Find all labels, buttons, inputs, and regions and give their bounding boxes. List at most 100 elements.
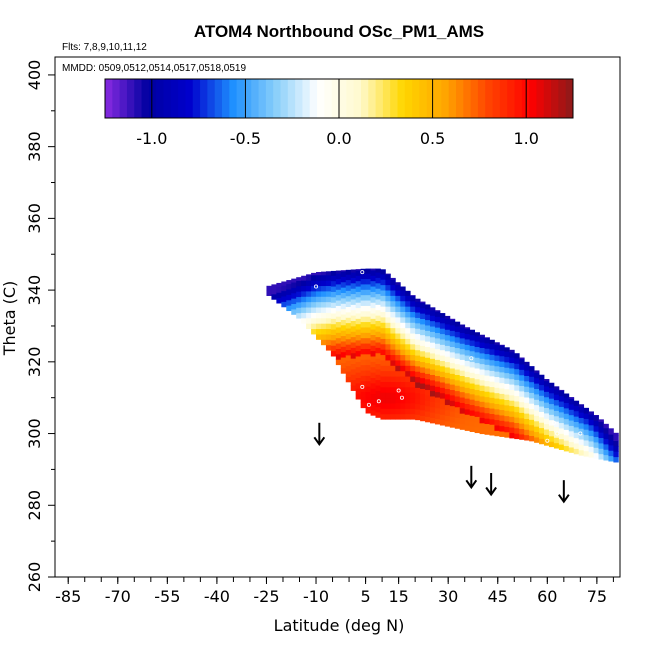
heatmap-cell (410, 392, 416, 399)
heatmap-cell (370, 356, 376, 362)
heatmap-cell (425, 341, 431, 347)
heatmap-cell (385, 360, 391, 366)
heatmap-cell (340, 292, 347, 299)
heatmap-cell (434, 316, 441, 323)
heatmap-cell (449, 373, 456, 380)
heatmap-cell (499, 377, 505, 384)
heatmap-cell (434, 321, 441, 328)
heatmap-cell (365, 284, 371, 290)
heatmap-cell (380, 403, 386, 409)
heatmap-cell (593, 442, 599, 448)
heatmap-cell (449, 378, 456, 385)
heatmap-cell (568, 414, 575, 421)
x-tick-label: 45 (488, 587, 508, 606)
heatmap-cell (464, 339, 471, 345)
heatmap-cell (449, 318, 456, 321)
heatmap-cell (415, 403, 421, 410)
colorbar-bin (134, 79, 143, 118)
heatmap-cell (370, 270, 376, 276)
heatmap-cell (296, 277, 302, 281)
heatmap-cell (553, 437, 560, 444)
heatmap-cell (410, 370, 416, 377)
heatmap-cell (454, 390, 461, 397)
heatmap-cell (415, 333, 421, 340)
heatmap-cell (430, 326, 436, 332)
heatmap-cell (335, 337, 342, 344)
heatmap-cell (420, 329, 426, 336)
heatmap-cell (286, 280, 292, 285)
heatmap-cell (489, 402, 495, 409)
heatmap-cell (519, 428, 525, 435)
heatmap-cell (420, 361, 426, 368)
heatmap-cell (296, 280, 302, 287)
heatmap-cell (464, 360, 471, 367)
heatmap-cell (375, 304, 381, 311)
heatmap-cell (385, 273, 391, 275)
heatmap-cell (370, 388, 376, 395)
heatmap-cell (296, 312, 302, 319)
heatmap-cell (583, 445, 590, 452)
heatmap-cell (578, 412, 585, 418)
heatmap-cell (529, 424, 535, 431)
heatmap-cell (459, 364, 466, 371)
heatmap-cell (613, 440, 619, 447)
heatmap-cell (489, 375, 495, 382)
heatmap-cell (345, 269, 352, 275)
heatmap-cell (355, 356, 362, 362)
heatmap-cell (474, 389, 480, 396)
colorbar-bin (565, 79, 574, 118)
heatmap-cell (494, 414, 500, 421)
heatmap-cell (405, 413, 411, 420)
heatmap-cell (434, 364, 441, 371)
heatmap-cell (415, 355, 421, 361)
heatmap-cell (405, 365, 411, 372)
heatmap-cell (608, 455, 614, 462)
heatmap-cell (320, 312, 327, 319)
heatmap-cell (573, 416, 580, 422)
heatmap-cell (544, 396, 550, 403)
heatmap-cell (420, 334, 426, 341)
heatmap-cell (380, 279, 386, 286)
heatmap-cell (425, 384, 431, 391)
heatmap-cell (370, 350, 376, 357)
heatmap-cell (449, 335, 456, 342)
heatmap-cell (350, 374, 357, 381)
heatmap-cell (474, 332, 480, 337)
heatmap-cell (425, 395, 431, 401)
heatmap-cell (306, 317, 312, 324)
heatmap-cell (385, 408, 391, 415)
heatmap-cell (355, 296, 362, 303)
heatmap-cell (355, 280, 362, 287)
heatmap-cell (524, 434, 530, 441)
heatmap-cell (544, 434, 550, 441)
heatmap-cell (410, 311, 416, 318)
x-tick-label: -40 (204, 587, 230, 606)
heatmap-cell (286, 299, 292, 306)
heatmap-cell (608, 428, 614, 435)
colorbar-bin (331, 79, 340, 118)
heatmap-cell (563, 397, 570, 403)
heatmap-cell (425, 357, 431, 364)
heatmap-cell (286, 305, 292, 312)
heatmap-cell (325, 280, 332, 287)
heatmap-cell (400, 386, 406, 393)
heatmap-cell (360, 396, 366, 403)
heatmap-cell (548, 398, 555, 405)
heatmap-cell (385, 279, 391, 286)
heatmap-cell (320, 274, 327, 281)
heatmap-cell (588, 441, 594, 447)
heatmap-cell (509, 384, 515, 390)
heatmap-cell (365, 321, 371, 328)
heatmap-cell (365, 343, 371, 349)
colorbar-tick-label: 1.0 (513, 129, 538, 148)
heatmap-cell (529, 414, 535, 420)
heatmap-cell (588, 435, 594, 442)
heatmap-cell (360, 316, 366, 323)
heatmap-cell (345, 311, 352, 318)
heatmap-cell (380, 327, 386, 334)
heatmap-cell (365, 289, 371, 296)
heatmap-cell (410, 408, 416, 415)
heatmap-cell (504, 394, 510, 400)
heatmap-cell (444, 350, 451, 357)
heatmap-cell (548, 387, 555, 394)
